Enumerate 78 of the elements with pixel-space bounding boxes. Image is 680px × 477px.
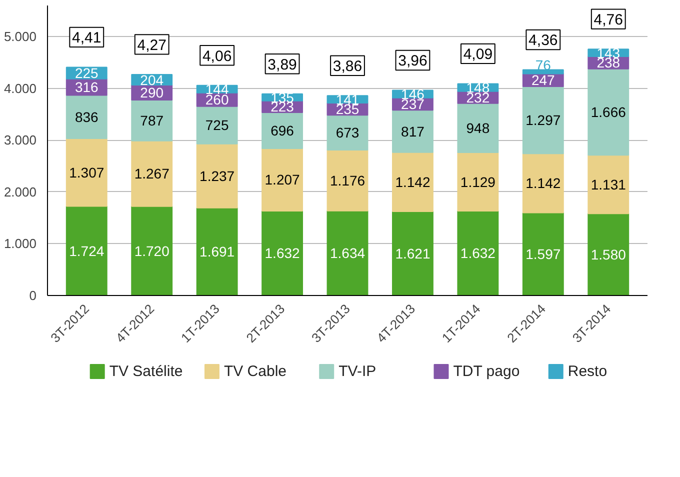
data-label: 1.691 [200, 244, 235, 260]
bar [457, 102, 499, 154]
data-label: 1.237 [200, 168, 235, 184]
bar [522, 69, 564, 74]
bar [66, 206, 108, 296]
data-label: 817 [401, 123, 425, 140]
bar [196, 207, 238, 296]
data-label: 1.142 [395, 174, 430, 190]
bar [262, 210, 303, 296]
y-tick-label: 2.000 [4, 184, 37, 200]
annotation: 4,41 [72, 30, 102, 47]
bar [588, 154, 630, 214]
legend-label: TDT pago [453, 363, 520, 380]
data-label: 836 [74, 108, 99, 125]
data-label: 1.267 [134, 166, 170, 182]
bar [326, 114, 368, 150]
y-tick-label: 3.000 [4, 132, 37, 148]
legend-label: TV-IP [338, 363, 376, 380]
data-label: 1.597 [526, 246, 561, 262]
bar [196, 106, 238, 144]
bar [196, 143, 238, 208]
bar [392, 211, 434, 296]
data-label: 1.142 [526, 175, 561, 192]
data-label: 1.207 [264, 172, 300, 188]
data-label: 673 [336, 124, 360, 141]
data-label: 1.176 [330, 172, 366, 188]
bar [131, 140, 173, 207]
bar [326, 149, 368, 212]
data-label: 225 [74, 65, 99, 82]
annotation: 4,06 [202, 48, 232, 65]
data-label: 725 [205, 117, 229, 134]
data-label: 1.720 [134, 242, 170, 259]
bar [66, 138, 108, 207]
bar [392, 110, 434, 153]
bar [457, 210, 499, 296]
annotation: 3,89 [268, 56, 297, 74]
y-tick-label: 0 [29, 288, 37, 303]
data-label: 1.634 [330, 245, 366, 262]
bar [66, 94, 108, 140]
bar [131, 100, 173, 142]
data-label: 1.621 [395, 246, 430, 262]
annotation: 3,96 [398, 52, 428, 70]
annotation: 4,27 [137, 36, 166, 54]
data-label: 76 [535, 56, 552, 73]
data-label: 787 [140, 112, 164, 128]
bar [588, 213, 630, 296]
y-tick-label: 4.000 [4, 80, 37, 96]
annotation: 4,09 [463, 46, 493, 64]
bar [522, 86, 564, 154]
y-tick-label: 1.000 [4, 236, 37, 252]
y-tick-label: 5.000 [4, 29, 37, 44]
bar [262, 148, 303, 212]
data-label: 1.131 [590, 176, 626, 192]
bar [522, 212, 564, 296]
data-label: 1.580 [590, 246, 626, 263]
bar [392, 152, 434, 212]
legend-label: TV Cable [224, 363, 287, 380]
data-label: 1.129 [460, 174, 496, 190]
data-label: 316 [74, 79, 99, 96]
data-label: 948 [466, 120, 490, 136]
annotation: 4,36 [528, 32, 558, 50]
bar [326, 210, 368, 296]
bar [131, 206, 173, 296]
bar [588, 68, 630, 156]
data-label: 1.632 [460, 245, 496, 262]
data-label: 1.307 [69, 164, 104, 180]
legend-label: TV Satélite [109, 363, 183, 380]
data-label: 247 [531, 72, 556, 88]
data-label: 696 [270, 122, 294, 138]
bar [457, 152, 499, 212]
data-label: 1.724 [69, 242, 104, 259]
legend-label: Resto [568, 363, 608, 380]
data-label: 1.632 [264, 245, 300, 262]
bar [522, 153, 564, 214]
data-label: 1.297 [526, 112, 561, 128]
data-label: 1.666 [590, 104, 626, 120]
annotation: 3,86 [332, 58, 362, 76]
annotation: 4,76 [594, 12, 623, 29]
